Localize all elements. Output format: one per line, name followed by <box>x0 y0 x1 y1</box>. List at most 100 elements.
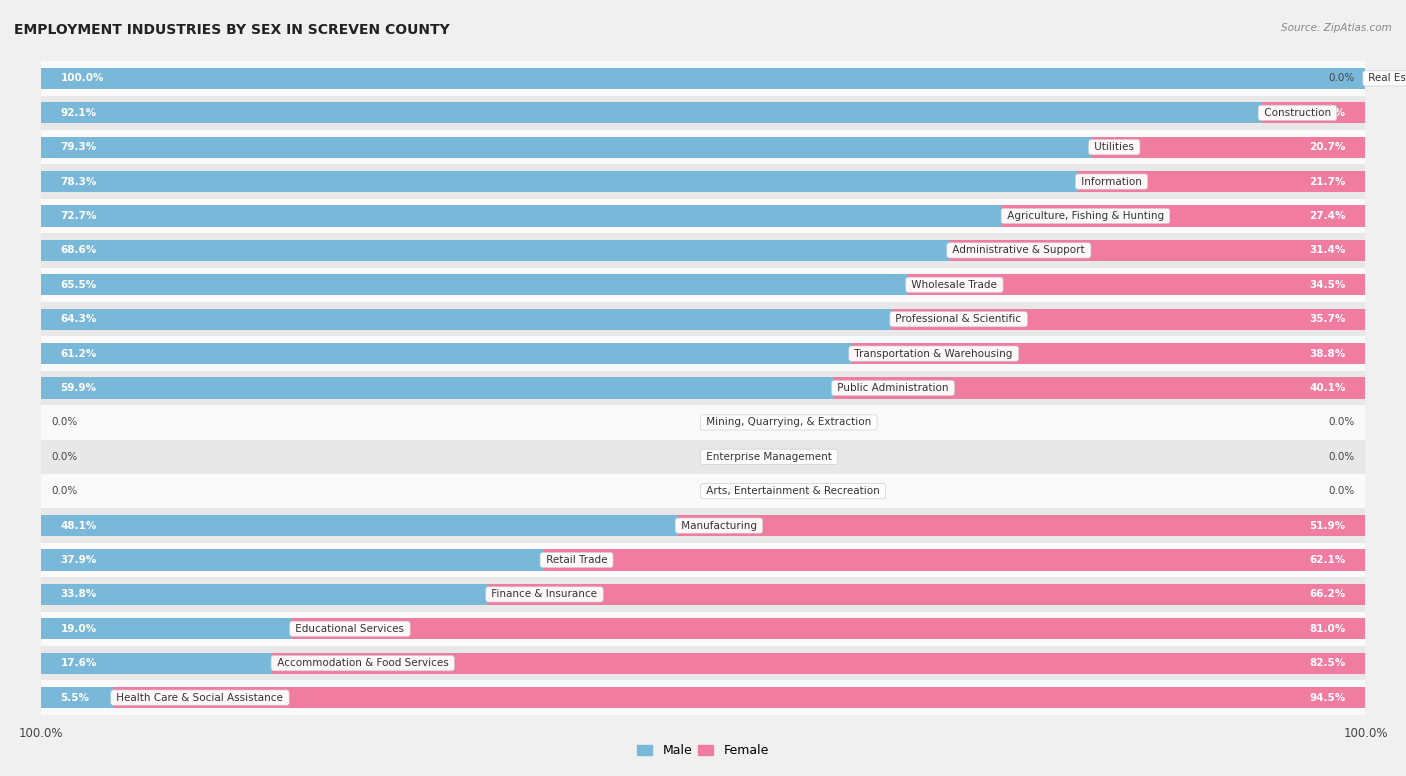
Bar <box>41 681 1365 715</box>
Bar <box>41 508 1365 542</box>
Text: 51.9%: 51.9% <box>1309 521 1346 531</box>
Text: 65.5%: 65.5% <box>60 280 97 289</box>
Bar <box>41 130 1365 165</box>
Bar <box>852 343 1365 364</box>
Text: 7.9%: 7.9% <box>1316 108 1346 118</box>
Bar <box>41 302 1365 337</box>
Text: 59.9%: 59.9% <box>60 383 97 393</box>
Text: 31.4%: 31.4% <box>1309 245 1346 255</box>
Bar <box>41 234 1365 268</box>
Bar <box>41 199 1365 234</box>
Text: Real Estate, Rental & Leasing: Real Estate, Rental & Leasing <box>1365 74 1406 83</box>
Text: Accommodation & Food Services: Accommodation & Food Services <box>274 658 451 668</box>
Text: 0.0%: 0.0% <box>51 417 77 428</box>
Bar <box>41 611 1365 646</box>
Bar <box>1002 206 1365 227</box>
Bar <box>949 240 1365 261</box>
Text: Public Administration: Public Administration <box>834 383 952 393</box>
Text: EMPLOYMENT INDUSTRIES BY SEX IN SCREVEN COUNTY: EMPLOYMENT INDUSTRIES BY SEX IN SCREVEN … <box>14 23 450 37</box>
Bar <box>41 584 488 605</box>
Bar <box>1091 137 1365 158</box>
Bar <box>41 646 1365 681</box>
Bar <box>41 515 678 536</box>
Text: Agriculture, Fishing & Hunting: Agriculture, Fishing & Hunting <box>1004 211 1167 221</box>
Bar <box>41 206 1004 227</box>
Bar <box>41 137 1091 158</box>
Bar <box>41 343 852 364</box>
Bar <box>41 95 1365 130</box>
Bar <box>41 542 1365 577</box>
Text: 48.1%: 48.1% <box>60 521 97 531</box>
Text: 5.5%: 5.5% <box>60 693 90 702</box>
Bar <box>678 515 1365 536</box>
Text: Administrative & Support: Administrative & Support <box>949 245 1088 255</box>
Text: Educational Services: Educational Services <box>292 624 408 634</box>
Bar <box>292 618 1365 639</box>
Text: 33.8%: 33.8% <box>60 590 97 599</box>
Text: 0.0%: 0.0% <box>51 452 77 462</box>
Text: 78.3%: 78.3% <box>60 177 97 186</box>
Text: 40.1%: 40.1% <box>1309 383 1346 393</box>
Text: Professional & Scientific: Professional & Scientific <box>893 314 1025 324</box>
Text: 35.7%: 35.7% <box>1309 314 1346 324</box>
Text: 0.0%: 0.0% <box>1329 417 1355 428</box>
Text: 0.0%: 0.0% <box>1329 487 1355 496</box>
Bar <box>41 371 1365 405</box>
Bar <box>114 687 1365 708</box>
Text: 92.1%: 92.1% <box>60 108 97 118</box>
Bar <box>41 268 1365 302</box>
Bar <box>908 274 1365 296</box>
Text: 20.7%: 20.7% <box>1309 142 1346 152</box>
Text: Transportation & Warehousing: Transportation & Warehousing <box>852 348 1017 359</box>
Text: 82.5%: 82.5% <box>1309 658 1346 668</box>
Bar <box>1261 102 1365 123</box>
Text: 81.0%: 81.0% <box>1309 624 1346 634</box>
Bar <box>41 687 114 708</box>
Bar <box>41 549 543 570</box>
Text: Utilities: Utilities <box>1091 142 1137 152</box>
Text: Manufacturing: Manufacturing <box>678 521 761 531</box>
Bar <box>41 439 1365 474</box>
Bar <box>41 274 908 296</box>
Text: Construction: Construction <box>1261 108 1334 118</box>
Bar <box>41 405 1365 439</box>
Text: 68.6%: 68.6% <box>60 245 97 255</box>
Bar <box>543 549 1365 570</box>
Bar <box>41 377 834 399</box>
Text: 61.2%: 61.2% <box>60 348 97 359</box>
Text: 0.0%: 0.0% <box>1329 452 1355 462</box>
Bar <box>41 474 1365 508</box>
Text: Retail Trade: Retail Trade <box>543 555 610 565</box>
Text: Health Care & Social Assistance: Health Care & Social Assistance <box>114 693 287 702</box>
Bar <box>41 309 893 330</box>
Bar <box>41 618 292 639</box>
Text: Finance & Insurance: Finance & Insurance <box>488 590 600 599</box>
Bar <box>41 653 274 674</box>
Text: Source: ZipAtlas.com: Source: ZipAtlas.com <box>1281 23 1392 33</box>
Text: 64.3%: 64.3% <box>60 314 97 324</box>
Bar <box>41 68 1365 89</box>
Text: Enterprise Management: Enterprise Management <box>703 452 835 462</box>
Text: 0.0%: 0.0% <box>1329 74 1355 83</box>
Text: 0.0%: 0.0% <box>51 487 77 496</box>
Text: 27.4%: 27.4% <box>1309 211 1346 221</box>
Text: 38.8%: 38.8% <box>1309 348 1346 359</box>
Text: 79.3%: 79.3% <box>60 142 97 152</box>
Text: Wholesale Trade: Wholesale Trade <box>908 280 1001 289</box>
Text: Information: Information <box>1078 177 1144 186</box>
Text: 17.6%: 17.6% <box>60 658 97 668</box>
Text: 21.7%: 21.7% <box>1309 177 1346 186</box>
Text: 66.2%: 66.2% <box>1309 590 1346 599</box>
Text: 37.9%: 37.9% <box>60 555 97 565</box>
Bar <box>273 653 1365 674</box>
Text: 72.7%: 72.7% <box>60 211 97 221</box>
Bar <box>41 577 1365 611</box>
Bar <box>41 171 1078 192</box>
Text: Arts, Entertainment & Recreation: Arts, Entertainment & Recreation <box>703 487 883 496</box>
Bar <box>41 61 1365 95</box>
Bar <box>488 584 1365 605</box>
Bar <box>41 102 1261 123</box>
Bar <box>1078 171 1365 192</box>
Text: 100.0%: 100.0% <box>60 74 104 83</box>
Legend: Male, Female: Male, Female <box>633 740 773 762</box>
